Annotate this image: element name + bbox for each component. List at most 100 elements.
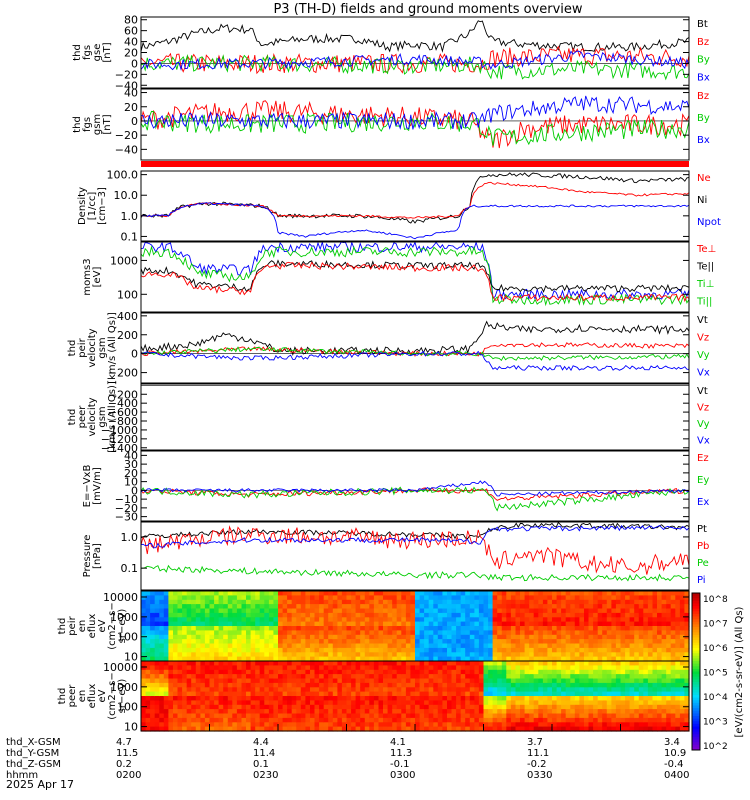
y-tick-label: 1000 xyxy=(110,611,138,624)
heatmap-cell xyxy=(337,621,343,627)
heatmap-cell xyxy=(355,687,361,693)
y-tick-label: 0.1 xyxy=(121,562,139,575)
heatmap-cell xyxy=(666,669,672,675)
heatmap-cell xyxy=(246,595,252,601)
heatmap-cell xyxy=(204,669,211,675)
heatmap-cell xyxy=(474,665,480,671)
heatmap-cell xyxy=(451,704,457,710)
heatmap-cell xyxy=(227,595,233,601)
series-Vt xyxy=(141,320,689,356)
heatmap-cell xyxy=(200,674,206,680)
heatmap-cell xyxy=(163,696,169,701)
heatmap-cell xyxy=(278,713,284,719)
heatmap-cell xyxy=(456,656,462,662)
heatmap-cell xyxy=(579,612,585,618)
heatmap-cell xyxy=(679,608,686,614)
heatmap-cell xyxy=(310,665,316,671)
heatmap-cell xyxy=(492,634,498,640)
heatmap-cell xyxy=(191,617,197,623)
heatmap-cell xyxy=(364,647,370,653)
heatmap-cell xyxy=(634,669,640,675)
heatmap-cell xyxy=(611,665,617,671)
heatmap-cell xyxy=(515,643,521,649)
heatmap-cell xyxy=(214,634,220,640)
colorbar-step xyxy=(692,689,700,693)
heatmap-cell xyxy=(328,643,334,649)
heatmap-cell xyxy=(291,595,297,601)
heatmap-cell xyxy=(584,630,590,636)
heatmap-cell xyxy=(323,717,329,723)
heatmap-cell xyxy=(465,634,471,640)
heatmap-cell xyxy=(273,595,279,601)
heatmap-cell xyxy=(552,696,558,701)
heatmap-cell xyxy=(565,661,571,666)
heatmap-cell xyxy=(629,713,635,719)
heatmap-cell xyxy=(323,621,329,627)
heatmap-cell xyxy=(579,722,585,728)
heatmap-cell xyxy=(584,713,590,719)
heatmap-cell xyxy=(460,682,466,688)
heatmap-cell xyxy=(401,634,407,640)
heatmap-cell xyxy=(319,704,325,710)
heatmap-cell xyxy=(606,608,612,614)
heatmap-cell xyxy=(396,700,402,706)
heatmap-cell xyxy=(232,674,238,680)
heatmap-cell xyxy=(177,691,183,697)
heatmap-cell xyxy=(437,722,443,728)
heatmap-cell xyxy=(218,704,224,710)
heatmap-cell xyxy=(634,634,640,640)
heatmap-cell xyxy=(255,674,261,680)
heatmap-cell xyxy=(360,604,366,610)
heatmap-cell xyxy=(588,634,594,640)
heatmap-cell xyxy=(214,678,220,684)
heatmap-cell xyxy=(250,604,256,610)
heatmap-cell xyxy=(227,591,233,596)
heatmap-cell xyxy=(159,682,165,688)
heatmap-cell xyxy=(542,617,549,623)
heatmap-cell xyxy=(552,665,558,671)
heatmap-cell xyxy=(173,639,179,645)
heatmap-cell xyxy=(200,678,206,684)
heatmap-cell xyxy=(291,661,297,666)
heatmap-cell xyxy=(570,709,576,715)
heatmap-cell xyxy=(410,630,416,636)
heatmap-cell xyxy=(255,665,261,671)
heatmap-cell xyxy=(396,599,402,605)
series-group xyxy=(141,172,689,240)
heatmap-cell xyxy=(524,700,530,706)
heatmap-cell xyxy=(538,604,544,610)
series-Bx xyxy=(141,95,689,130)
heatmap-cell xyxy=(460,709,466,715)
heatmap-cell xyxy=(141,717,147,723)
heatmap-cell xyxy=(300,634,306,640)
heatmap-cell xyxy=(456,595,462,601)
heatmap-cell xyxy=(565,656,571,662)
heatmap-cell xyxy=(278,634,284,640)
series-Ne xyxy=(141,181,689,219)
heatmap-cell xyxy=(310,678,316,684)
heatmap-cell xyxy=(597,687,603,693)
heatmap-cell xyxy=(606,687,612,693)
heatmap-cell xyxy=(191,599,197,605)
heatmap-cell xyxy=(538,717,544,723)
series-By xyxy=(141,110,689,146)
heatmap-cell xyxy=(410,599,416,605)
heatmap-cell xyxy=(661,656,667,662)
heatmap-cell xyxy=(492,726,498,732)
heatmap-cell xyxy=(547,674,553,680)
heatmap-cell xyxy=(296,652,302,658)
heatmap-cell xyxy=(141,726,147,732)
heatmap-cell xyxy=(652,656,658,662)
heatmap-cell xyxy=(415,639,421,645)
heatmap-cell xyxy=(346,639,352,645)
heatmap-cell xyxy=(355,661,361,666)
heatmap-cell xyxy=(200,591,206,596)
legend-entry: Vx xyxy=(697,368,710,379)
heatmap-cell xyxy=(278,595,284,601)
heatmap-cell xyxy=(159,639,165,645)
heatmap-cell xyxy=(565,674,571,680)
heatmap-cell xyxy=(163,591,169,596)
heatmap-cell xyxy=(570,665,576,671)
y-tick-label: 60 xyxy=(124,25,138,38)
